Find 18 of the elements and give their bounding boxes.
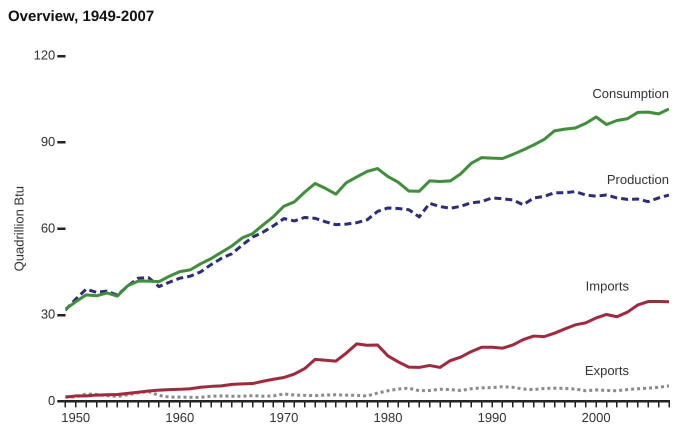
y-tick-label: 90 [40,134,56,149]
x-tick-label: 1980 [374,410,402,425]
y-tick-label: 0 [48,392,56,408]
x-tick-label: 1950 [61,410,90,425]
x-tick-label: 1960 [165,410,194,425]
x-tick-label: 1970 [269,410,298,425]
series-label: Production [606,172,669,188]
y-axis-title: Quadrillion Btu [11,186,26,272]
chart-title: Overview, 1949-2007 [8,8,154,26]
x-tick-label: 2000 [582,410,611,425]
series-label: Exports [584,362,630,378]
y-tick-label: 60 [40,220,56,236]
line-series [65,190,669,312]
series-label: Consumption [592,86,669,102]
series-label: Imports [586,278,630,294]
y-tick-label: 30 [40,306,56,322]
y-tick-label: 120 [34,48,56,63]
x-tick-label: 1990 [478,410,507,425]
